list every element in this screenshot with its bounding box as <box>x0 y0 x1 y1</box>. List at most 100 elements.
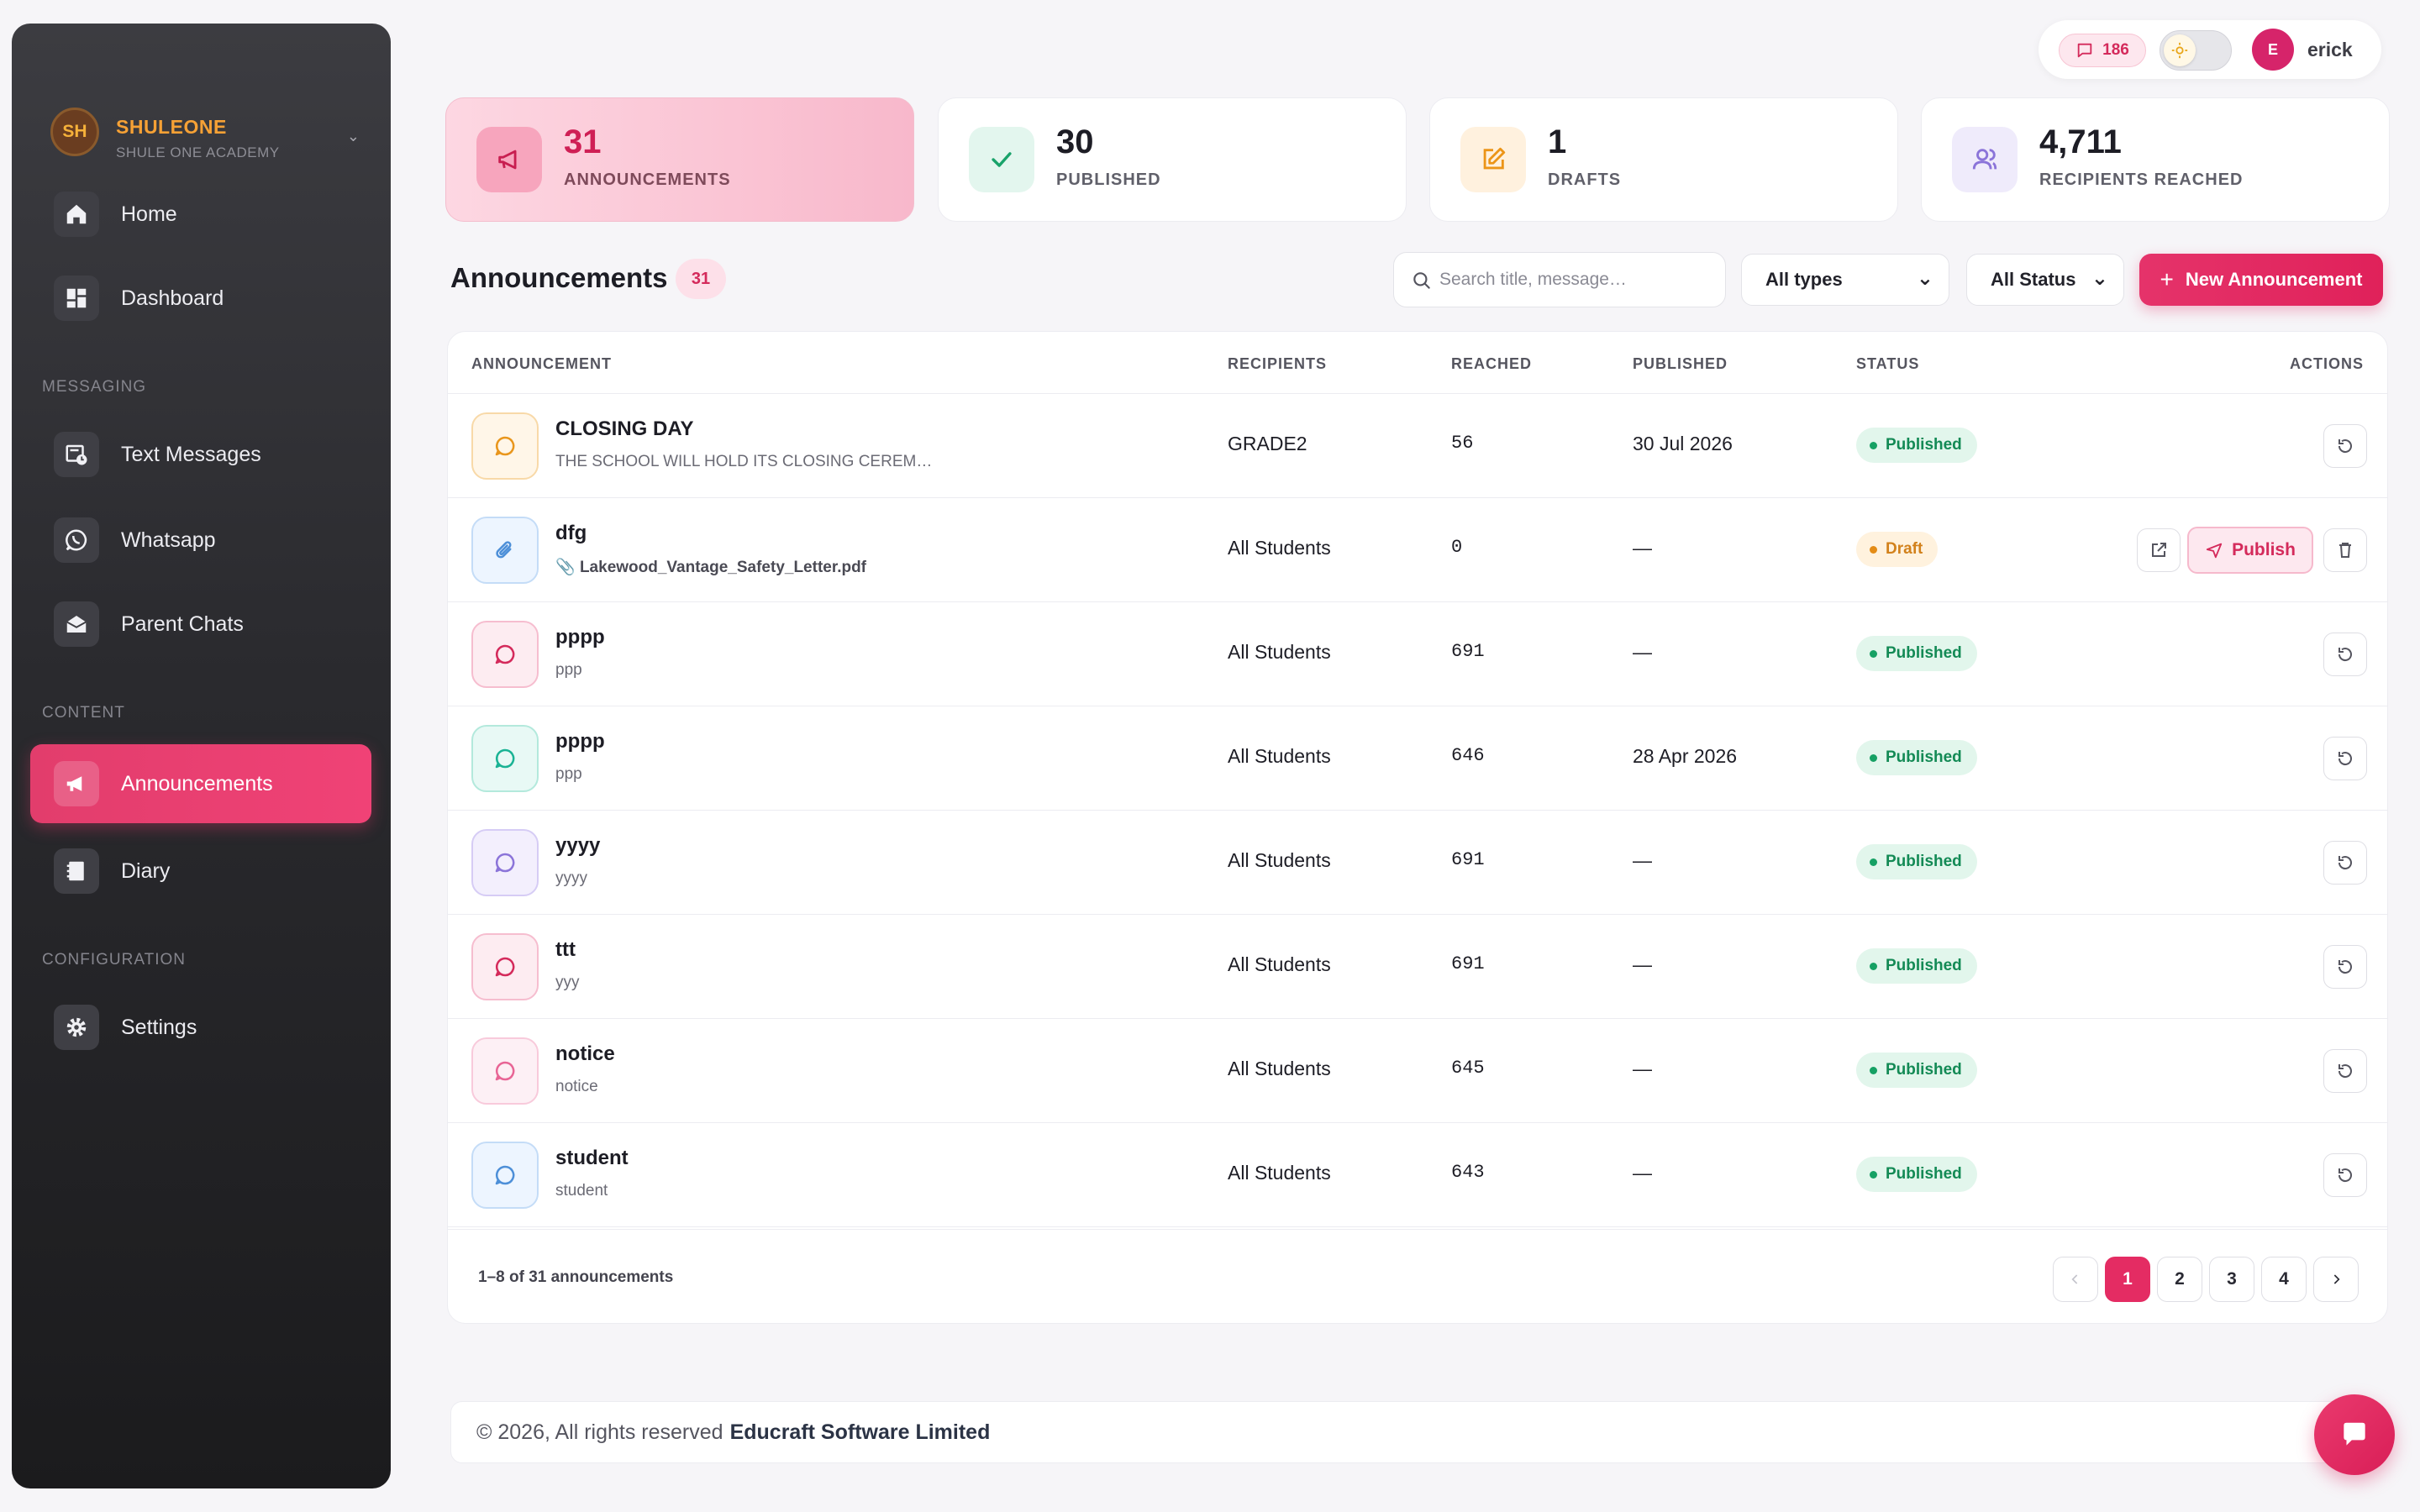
table-row[interactable]: notice notice All Students 645 — Publish… <box>448 1019 2387 1123</box>
sidebar-item-home[interactable]: Home <box>30 175 371 254</box>
user-avatar[interactable]: E <box>2252 29 2294 71</box>
chevron-left-icon <box>2071 1274 2078 1284</box>
open-external-button[interactable] <box>2137 528 2181 572</box>
home-icon <box>54 192 99 237</box>
attachment-filename: Lakewood_Vantage_Safety_Letter.pdf <box>579 559 867 576</box>
page-button[interactable]: 2 <box>2157 1257 2202 1302</box>
publish-label: Publish <box>2232 540 2296 559</box>
sidebar-item-text-messages[interactable]: Text Messages <box>30 415 371 494</box>
table-row[interactable]: CLOSING DAY THE SCHOOL WILL HOLD ITS CLO… <box>448 394 2387 498</box>
published-date: — <box>1633 849 1652 871</box>
announcement-preview: THE SCHOOL WILL HOLD ITS CLOSING CEREM… <box>555 453 933 470</box>
plus-icon: + <box>2160 266 2174 292</box>
refresh-button[interactable] <box>2323 841 2367 885</box>
published-date: — <box>1633 953 1652 975</box>
attachment-row[interactable]: 📎 Lakewood_Vantage_Safety_Letter.pdf <box>555 557 866 577</box>
sidebar-item-label: Settings <box>121 1015 197 1039</box>
refresh-button[interactable] <box>2323 424 2367 468</box>
status-badge: Published <box>1856 948 1977 984</box>
published-date: — <box>1633 537 1652 559</box>
sms-icon <box>54 432 99 477</box>
count-badge: 31 <box>676 259 726 299</box>
table-row[interactable]: pppp ppp All Students 691 — Published <box>448 602 2387 706</box>
announcements-table: ANNOUNCEMENT RECIPIENTS REACHED PUBLISHE… <box>447 331 2388 1324</box>
refresh-icon <box>2338 648 2352 662</box>
stat-card-published: 30 PUBLISHED <box>938 97 1407 222</box>
refresh-icon <box>2338 1168 2352 1183</box>
chat-fab-button[interactable] <box>2314 1394 2395 1475</box>
announcement-preview: yyy <box>555 974 580 991</box>
section-heading-configuration: CONFIGURATION <box>42 951 186 969</box>
reached: 691 <box>1451 953 1485 974</box>
announcement-title: yyyy <box>555 834 601 857</box>
table-row[interactable]: yyyy yyyy All Students 691 — Published <box>448 811 2387 915</box>
messages-count: 186 <box>2102 41 2129 59</box>
recipients: All Students <box>1228 1162 1331 1184</box>
publish-button[interactable]: Publish <box>2187 527 2313 574</box>
page-button[interactable]: 4 <box>2261 1257 2307 1302</box>
refresh-button[interactable] <box>2323 737 2367 780</box>
sidebar: SH SHULEONE SHULE ONE ACADEMY ⌄ Home Das… <box>12 24 391 1488</box>
chevron-down-icon: ⌄ <box>1916 267 1933 290</box>
page-button[interactable]: 1 <box>2105 1257 2150 1302</box>
table-row[interactable]: ttt yyy All Students 691 — Published <box>448 915 2387 1019</box>
sidebar-item-settings[interactable]: Settings <box>30 988 371 1067</box>
school-subtitle: SHULE ONE ACADEMY <box>116 144 280 160</box>
sidebar-item-announcements[interactable]: Announcements <box>30 744 371 823</box>
sidebar-item-label: Text Messages <box>121 442 261 466</box>
stat-card-announcements: 31 ANNOUNCEMENTS <box>445 97 914 222</box>
column-header: RECIPIENTS <box>1228 355 1328 372</box>
external-link-icon <box>2152 543 2166 557</box>
theme-toggle[interactable] <box>2160 30 2232 71</box>
prev-page-button[interactable] <box>2053 1257 2098 1302</box>
refresh-button[interactable] <box>2323 945 2367 989</box>
messages-counter[interactable]: 186 <box>2059 34 2146 67</box>
delete-button[interactable] <box>2323 528 2367 572</box>
published-date: — <box>1633 641 1652 663</box>
megaphone-icon <box>54 761 99 806</box>
chevron-down-icon: ⌄ <box>346 128 360 144</box>
announcement-title: pppp <box>555 730 605 753</box>
sidebar-item-parent-chats[interactable]: Parent Chats <box>30 585 371 664</box>
table-row[interactable]: student student All Students 643 — Publi… <box>448 1123 2387 1227</box>
type-filter-select[interactable]: All types ⌄ <box>1741 254 1949 306</box>
announcement-title: ttt <box>555 938 576 961</box>
table-row[interactable]: dfg 📎 Lakewood_Vantage_Safety_Letter.pdf… <box>448 498 2387 602</box>
chevron-right-icon <box>2333 1274 2340 1284</box>
paperclip-icon <box>471 517 539 584</box>
megaphone-icon <box>476 127 542 192</box>
table-row[interactable]: pppp ppp All Students 646 28 Apr 2026 Pu… <box>448 706 2387 811</box>
sidebar-item-label: Home <box>121 202 177 226</box>
status-badge: Published <box>1856 844 1977 879</box>
message-icon <box>471 621 539 688</box>
sidebar-item-dashboard[interactable]: Dashboard <box>30 259 371 338</box>
school-switcher[interactable]: SH SHULEONE SHULE ONE ACADEMY ⌄ <box>39 91 375 166</box>
school-name: SHULEONE <box>116 116 227 138</box>
page-button[interactable]: 3 <box>2209 1257 2254 1302</box>
new-announcement-button[interactable]: + New Announcement <box>2139 254 2383 306</box>
search-input[interactable] <box>1439 265 1713 295</box>
announcement-preview: yyyy <box>555 869 587 887</box>
sidebar-item-label: Diary <box>121 858 171 883</box>
refresh-button[interactable] <box>2323 633 2367 676</box>
sidebar-item-diary[interactable]: Diary <box>30 832 371 911</box>
range-text: 1–8 of 31 announcements <box>478 1268 674 1286</box>
gear-icon <box>54 1005 99 1050</box>
sun-icon <box>2164 34 2196 66</box>
sidebar-item-whatsapp[interactable]: Whatsapp <box>30 501 371 580</box>
sidebar-item-label: Announcements <box>121 771 273 795</box>
next-page-button[interactable] <box>2313 1257 2359 1302</box>
status-filter-select[interactable]: All Status ⌄ <box>1966 254 2124 306</box>
chevron-down-icon: ⌄ <box>2091 267 2108 290</box>
column-header: PUBLISHED <box>1633 355 1728 372</box>
status-badge: Published <box>1856 636 1977 671</box>
refresh-button[interactable] <box>2323 1049 2367 1093</box>
sidebar-item-label: Parent Chats <box>121 612 244 636</box>
announcement-title: pppp <box>555 626 605 648</box>
published-date: 28 Apr 2026 <box>1633 745 1738 767</box>
refresh-button[interactable] <box>2323 1153 2367 1197</box>
status-filter-value: All Status <box>1991 269 2076 290</box>
user-name[interactable]: erick <box>2307 39 2353 60</box>
message-icon <box>471 725 539 792</box>
reached: 56 <box>1451 433 1474 454</box>
